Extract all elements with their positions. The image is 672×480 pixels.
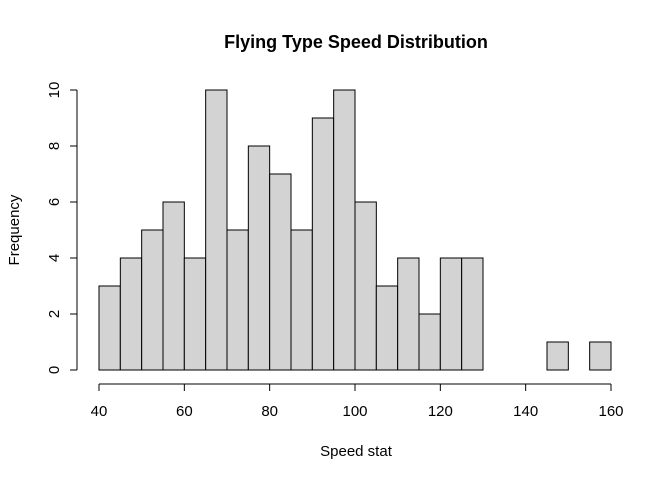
x-tick-label-120: 120 (428, 403, 453, 420)
y-axis-label: Frequency (6, 194, 23, 265)
x-tick-label-160: 160 (598, 403, 623, 420)
y-tick-label-10: 10 (46, 82, 63, 99)
histogram-bar-80-85 (269, 173, 292, 371)
histogram-bar-110-115 (397, 257, 420, 371)
histogram-bars (98, 89, 612, 371)
histogram-bar-60-65 (183, 257, 207, 371)
histogram-bar-120-125 (439, 257, 463, 371)
y-tick-label-2: 2 (46, 310, 63, 318)
histogram-bar-155-160 (589, 341, 612, 371)
histogram-bar-75-80 (247, 145, 271, 371)
y-tick-label-4: 4 (46, 254, 63, 262)
histogram-bar-85-90 (290, 229, 313, 371)
histogram-bar-55-60 (162, 201, 185, 371)
histogram-bar-40-45 (98, 285, 121, 371)
y-axis: 0 2 4 6 8 10 (46, 82, 78, 374)
x-tick-label-40: 40 (91, 403, 108, 420)
histogram-bar-95-100 (333, 89, 356, 371)
y-tick-label-0: 0 (46, 366, 63, 374)
y-tick-label-8: 8 (46, 142, 63, 150)
histogram-bar-105-110 (375, 285, 399, 371)
x-axis: 40 60 80 100 120 140 160 (91, 383, 624, 420)
histogram-bar-125-130 (461, 257, 484, 371)
histogram-bar-90-95 (311, 117, 335, 371)
x-tick-label-80: 80 (261, 403, 278, 420)
y-tick-label-6: 6 (46, 198, 63, 206)
x-tick-label-140: 140 (513, 403, 538, 420)
x-tick-label-100: 100 (342, 403, 367, 420)
chart-title: Flying Type Speed Distribution (224, 32, 488, 52)
histogram-bar-65-70 (205, 89, 228, 371)
histogram-bar-45-50 (119, 257, 143, 371)
x-tick-label-60: 60 (176, 403, 193, 420)
histogram-bar-70-75 (226, 229, 249, 371)
histogram-bar-145-150 (546, 341, 569, 371)
x-axis-label: Speed stat (320, 443, 393, 460)
histogram-bar-115-120 (418, 313, 441, 371)
histogram-bar-100-105 (354, 201, 377, 371)
histogram-bar-50-55 (141, 229, 164, 371)
